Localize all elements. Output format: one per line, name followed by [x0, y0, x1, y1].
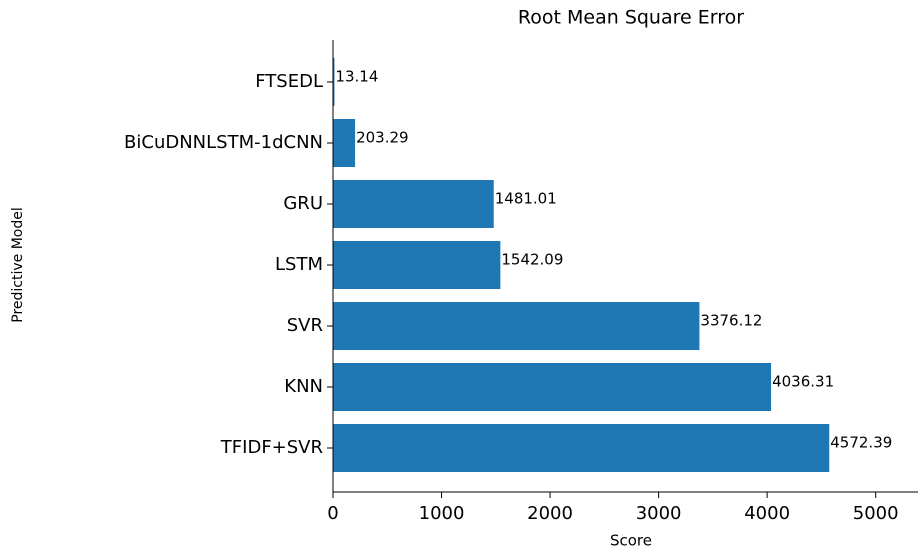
- bar: [333, 363, 772, 411]
- x-tick-label: 2000: [527, 503, 573, 524]
- x-tick-label: 1000: [419, 503, 465, 524]
- value-label: 4036.31: [772, 373, 834, 391]
- x-axis-label: Score: [610, 532, 652, 550]
- bar: [333, 58, 335, 106]
- y-tick-label: KNN: [284, 376, 323, 397]
- y-tick-label: GRU: [283, 193, 323, 214]
- bar: [333, 119, 356, 167]
- value-label: 1542.09: [501, 251, 563, 269]
- y-axis-label: Predictive Model: [10, 207, 26, 323]
- chart-title: Root Mean Square Error: [518, 7, 744, 29]
- value-label: 203.29: [356, 129, 409, 147]
- x-tick-label: 4000: [744, 503, 790, 524]
- bar: [333, 424, 830, 472]
- value-label: 1481.01: [495, 190, 557, 208]
- y-tick-label: BiCuDNNLSTM-1dCNN: [124, 132, 323, 153]
- bar: [333, 241, 501, 289]
- x-tick-label: 5000: [853, 503, 899, 524]
- y-tick-label: SVR: [287, 315, 323, 336]
- y-tick-label: LSTM: [275, 254, 323, 275]
- value-label: 13.14: [335, 68, 378, 86]
- x-tick-label: 0: [327, 503, 338, 524]
- bar: [333, 302, 700, 350]
- y-tick-label: FTSEDL: [255, 71, 323, 92]
- bar: [333, 180, 494, 228]
- value-label: 3376.12: [700, 312, 762, 330]
- y-tick-label: TFIDF+SVR: [220, 437, 323, 458]
- value-label: 4572.39: [830, 434, 892, 452]
- x-tick-label: 3000: [636, 503, 682, 524]
